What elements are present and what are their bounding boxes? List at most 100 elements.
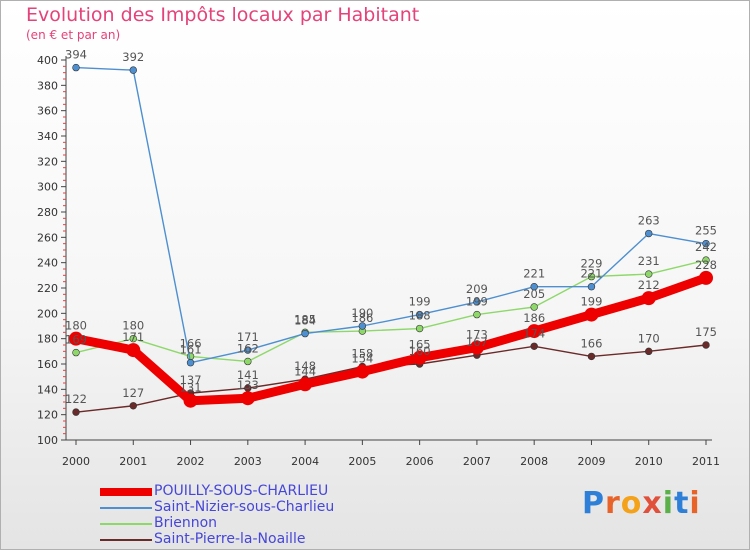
data-label: 144 <box>294 364 316 378</box>
data-point <box>72 408 80 416</box>
logo-letter: x <box>642 486 663 521</box>
data-point <box>584 307 599 322</box>
proxiti-logo: Proxiti <box>582 486 701 521</box>
data-point <box>527 324 542 339</box>
x-tick-label: 2010 <box>635 455 663 468</box>
data-label: 190 <box>351 306 373 320</box>
data-point <box>355 364 370 379</box>
legend-label: POUILLY-SOUS-CHARLIEU <box>154 483 329 499</box>
data-label: 170 <box>638 331 660 345</box>
data-point <box>126 343 141 358</box>
data-label: 174 <box>523 326 545 340</box>
data-point <box>587 352 596 361</box>
data-point <box>641 291 656 306</box>
data-label: 171 <box>237 330 259 344</box>
y-tick-label: 280 <box>37 206 58 219</box>
legend-label: Saint-Pierre-la-Noaille <box>154 531 306 547</box>
data-label: 173 <box>466 328 488 342</box>
data-label: 169 <box>65 333 87 347</box>
x-tick-label: 2009 <box>577 455 605 468</box>
data-label: 154 <box>351 352 373 366</box>
logo-letter: i <box>662 486 675 521</box>
data-point <box>129 402 137 410</box>
data-point <box>298 377 313 392</box>
y-tick-label: 260 <box>37 231 58 244</box>
x-tick-label: 2008 <box>520 455 548 468</box>
data-label: 180 <box>122 319 144 333</box>
y-tick-label: 300 <box>37 181 58 194</box>
data-label: 229 <box>580 257 602 271</box>
data-label: 205 <box>523 287 545 301</box>
data-point <box>645 229 653 238</box>
data-label: 231 <box>638 254 660 268</box>
data-label: 160 <box>409 344 431 358</box>
series-line-2 <box>75 259 707 363</box>
data-point <box>129 334 137 343</box>
data-label: 165 <box>409 338 431 352</box>
chart-axes: 100 120 140 160 180 200 220 240 260 280 300 320 340 3… <box>37 54 720 468</box>
data-label: 221 <box>523 267 545 281</box>
data-label: 122 <box>65 392 87 406</box>
y-tick-label: 120 <box>37 409 58 422</box>
data-point <box>72 63 80 72</box>
data-point <box>69 331 83 346</box>
y-tick-label: 180 <box>37 333 58 346</box>
y-tick-label: 200 <box>37 307 58 320</box>
data-label: 185 <box>294 312 316 326</box>
logo-letter: o <box>620 486 643 521</box>
data-point <box>358 322 367 330</box>
y-tick-label: 380 <box>37 79 58 92</box>
data-point <box>530 342 538 350</box>
data-point <box>183 393 198 408</box>
data-label: 131 <box>180 381 202 395</box>
data-point <box>702 256 710 264</box>
data-label: 167 <box>466 335 488 349</box>
x-tick-label: 2006 <box>406 455 434 468</box>
data-label: 148 <box>294 359 316 373</box>
data-label: 186 <box>523 311 545 325</box>
logo-letter: r <box>605 486 621 521</box>
data-label: 158 <box>351 347 373 361</box>
y-tick-label: 240 <box>37 257 58 270</box>
data-point <box>702 239 710 248</box>
x-tick-label: 2000 <box>62 455 90 468</box>
data-point <box>415 324 424 333</box>
data-label: 255 <box>695 224 717 238</box>
x-tick-label: 2003 <box>234 455 262 468</box>
data-point <box>129 66 137 74</box>
data-label: 166 <box>580 336 602 350</box>
chart-title: Evolution des Impôts locaux par Habitant <box>26 4 420 26</box>
y-tick-label: 360 <box>37 105 58 118</box>
data-point <box>244 357 252 366</box>
data-point <box>240 391 255 406</box>
y-tick-label: 160 <box>37 358 58 371</box>
logo-letter: t <box>674 486 690 521</box>
data-point <box>702 341 710 349</box>
data-label: 199 <box>580 295 602 309</box>
data-label: 263 <box>638 214 660 228</box>
x-tick-label: 2007 <box>463 455 491 468</box>
y-tick-label: 220 <box>37 282 58 295</box>
series-line-1 <box>75 66 707 364</box>
data-label: 137 <box>180 373 202 387</box>
x-tick-label: 2002 <box>177 455 205 468</box>
data-point <box>473 310 481 319</box>
legend-label: Briennon <box>154 515 218 531</box>
data-point <box>587 272 596 281</box>
series-layer <box>69 63 713 416</box>
legend-label: Saint-Nizier-sous-Charlieu <box>154 499 335 515</box>
legend-swatch <box>100 523 152 525</box>
data-point <box>473 298 481 306</box>
data-point <box>412 350 427 365</box>
legend-swatch <box>100 507 152 509</box>
data-point <box>699 270 713 285</box>
data-point <box>530 283 538 291</box>
x-tick-label: 2011 <box>692 455 720 468</box>
data-label: 133 <box>237 378 259 392</box>
data-point <box>415 310 424 319</box>
y-tick-label: 320 <box>37 155 58 168</box>
y-tick-label: 340 <box>37 130 58 143</box>
y-tick-label: 140 <box>37 383 58 396</box>
data-label: 199 <box>466 295 488 309</box>
